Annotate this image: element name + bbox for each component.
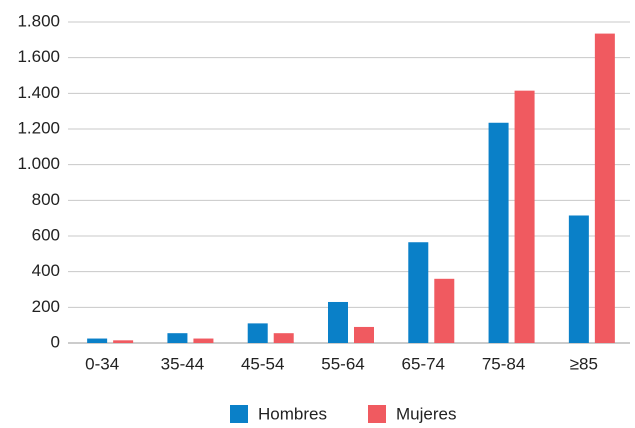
- y-tick-label: 400: [32, 261, 60, 280]
- x-tick-label: 65-74: [402, 354, 445, 373]
- legend-swatch: [368, 405, 386, 423]
- bar: [247, 323, 268, 343]
- y-tick-label: 1.200: [17, 118, 60, 137]
- x-tick-label: ≥85: [570, 354, 598, 373]
- y-tick-label: 1.800: [17, 11, 60, 30]
- bar: [568, 215, 589, 343]
- y-tick-label: 1.000: [17, 154, 60, 173]
- legend-label: Mujeres: [396, 404, 456, 423]
- bar: [167, 333, 188, 343]
- x-tick-label: 45-54: [241, 354, 284, 373]
- bar: [434, 278, 455, 343]
- bar: [113, 340, 134, 343]
- legend-swatch: [230, 405, 248, 423]
- y-tick-label: 1.400: [17, 83, 60, 102]
- x-tick-label: 55-64: [321, 354, 364, 373]
- x-tick-label: 75-84: [482, 354, 525, 373]
- x-tick-label: 0-34: [85, 354, 119, 373]
- y-tick-label: 600: [32, 225, 60, 244]
- bar: [273, 333, 294, 343]
- y-tick-label: 0: [51, 332, 60, 351]
- bar: [594, 33, 615, 343]
- x-tick-label: 35-44: [161, 354, 204, 373]
- bar: [193, 338, 214, 343]
- bar: [328, 301, 348, 343]
- y-tick-label: 800: [32, 190, 60, 209]
- bar: [354, 326, 374, 343]
- y-tick-label: 1.600: [17, 47, 60, 66]
- bar: [514, 90, 535, 344]
- legend-label: Hombres: [258, 404, 327, 423]
- bar: [408, 242, 429, 343]
- bar: [488, 122, 509, 343]
- bar: [87, 338, 108, 343]
- y-tick-label: 200: [32, 297, 60, 316]
